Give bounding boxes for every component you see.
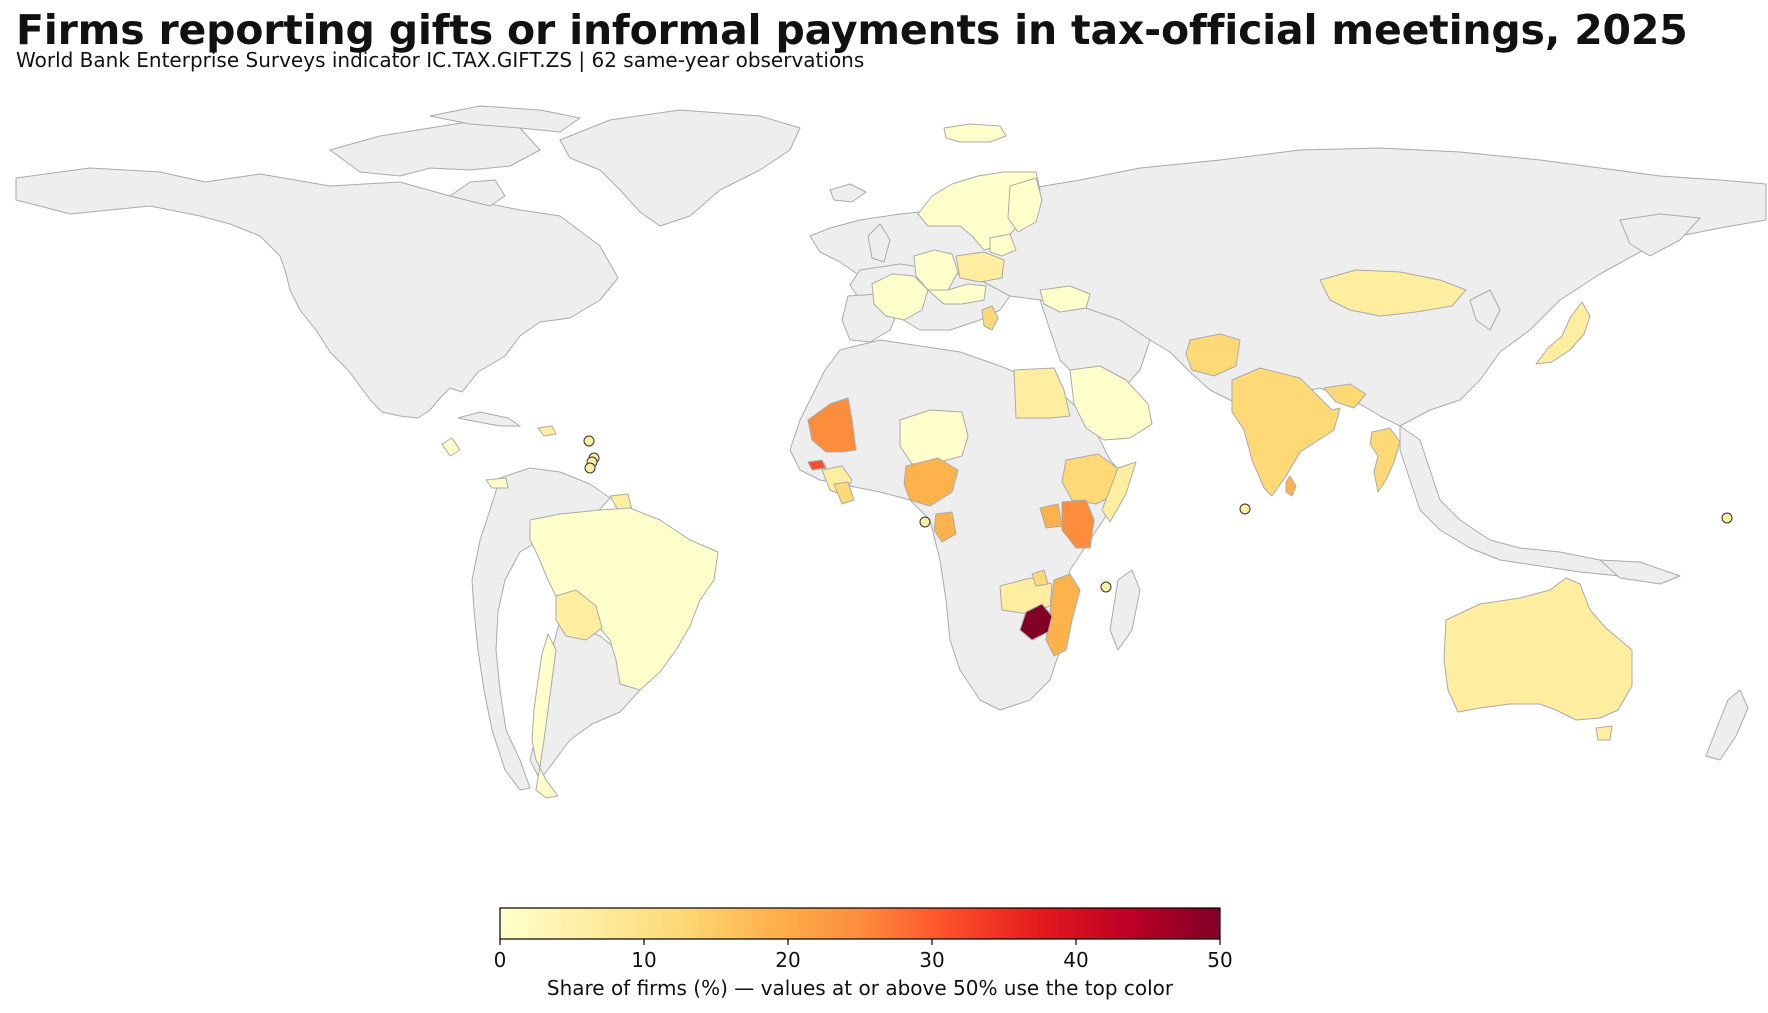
colorbar-tick-label: 50 [1207, 948, 1232, 972]
colorbar-label: Share of firms (%) — values at or above … [546, 976, 1174, 1000]
land-new-guinea [1599, 559, 1681, 585]
marker-comoros [1100, 581, 1112, 593]
colorbar-tick-label: 30 [919, 948, 944, 972]
country-panama [485, 477, 509, 489]
land-iceland [829, 183, 867, 203]
country-germany-benelux [913, 249, 959, 291]
map-title: Firms reporting gifts or informal paymen… [16, 6, 1688, 54]
country-bolivia [555, 589, 603, 641]
country-tasmania [1595, 725, 1613, 741]
colorbar-tick-label: 0 [494, 948, 507, 972]
country-australia [1443, 577, 1633, 721]
colorbar-tick-label: 10 [631, 948, 656, 972]
country-dominican-rep [537, 425, 557, 437]
country-saudi-arabia [1069, 365, 1153, 441]
marker-pacific [1721, 512, 1733, 524]
country-chile-argentina [531, 633, 559, 799]
colorbar-bar [499, 907, 1221, 940]
marker-caribbean-4 [584, 462, 596, 474]
country-nigeria [903, 457, 959, 507]
country-france [871, 273, 929, 321]
land-south-america [471, 467, 611, 791]
small-territory-markers [583, 435, 1733, 593]
country-balkans [981, 305, 999, 331]
land-hudson-islands [449, 179, 506, 207]
country-india [1231, 367, 1341, 497]
country-central-europe [927, 283, 987, 305]
land-japan-korea [1469, 289, 1501, 331]
country-japan [1535, 301, 1591, 365]
land-madagascar [1109, 569, 1141, 651]
country-mongolia [1319, 269, 1467, 317]
land-uk [867, 223, 891, 263]
country-egypt [1013, 367, 1071, 419]
country-guatemala [441, 437, 461, 457]
country-cameroon-region [933, 511, 957, 543]
country-poland [955, 251, 1005, 283]
land-kamchatka [1619, 213, 1701, 257]
country-zimbabwe [1019, 603, 1053, 641]
country-sri-lanka [1285, 475, 1297, 497]
country-cote-divoire [833, 481, 855, 505]
country-thailand [1369, 427, 1401, 493]
country-afghanistan [1185, 333, 1241, 377]
country-finland [1007, 177, 1043, 233]
country-somalia-horn [1101, 461, 1137, 523]
colorbar-tick-label: 20 [775, 948, 800, 972]
country-ukraine-region [1039, 285, 1091, 313]
land-arctic-islands-2 [429, 105, 581, 133]
country-nepal-bangladesh [1323, 383, 1367, 409]
country-mauritania [807, 397, 857, 453]
country-malawi [1031, 569, 1049, 587]
land-cuba [457, 411, 521, 427]
marker-caribbean-1 [583, 435, 595, 447]
country-mali-niger [899, 409, 969, 465]
country-svalbard [943, 123, 1007, 143]
colorbar-ticks: 0 10 20 30 40 50 [494, 939, 1233, 972]
map-subtitle: World Bank Enterprise Surveys indicator … [16, 48, 865, 72]
country-baltics [989, 233, 1017, 257]
land-greenland [559, 109, 801, 227]
land-new-zealand [1705, 689, 1749, 761]
marker-maldives [1239, 503, 1251, 515]
country-kenya [1061, 499, 1095, 549]
marker-sao-tome [919, 516, 931, 528]
country-senegal [807, 459, 827, 471]
land-arctic-islands [329, 119, 541, 177]
colorbar-tick-label: 40 [1063, 948, 1088, 972]
